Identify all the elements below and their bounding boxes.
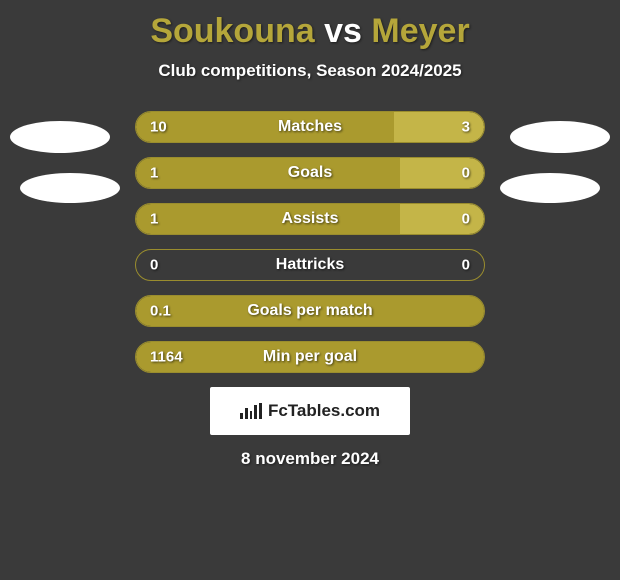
- player2-badge-icon: [510, 121, 610, 153]
- stat-row: Matches 10 3: [135, 111, 485, 143]
- comparison-chart: Matches103Goals10Assists10Hattricks00Goa…: [0, 111, 620, 373]
- stat-value-right: 3: [462, 119, 470, 136]
- stat-value-left: 0: [150, 257, 158, 274]
- stat-bar-left: [136, 158, 400, 188]
- player2-club-badge-icon: [500, 173, 600, 203]
- stat-label: Matches: [278, 118, 342, 136]
- stat-bar-right: [400, 158, 484, 188]
- stat-bar-left: [136, 112, 394, 142]
- stat-value-left: 1: [150, 211, 158, 228]
- stat-value-left: 1: [150, 165, 158, 182]
- stat-bar-left: [136, 204, 400, 234]
- stat-value-right: 0: [462, 165, 470, 182]
- branding-text: FcTables.com: [268, 401, 380, 421]
- stat-value-left: 0.1: [150, 303, 171, 320]
- subtitle: Club competitions, Season 2024/2025: [0, 61, 620, 81]
- stat-value-left: 10: [150, 119, 167, 136]
- stat-label: Goals: [288, 164, 332, 182]
- stat-row: Goals per match 0.1: [135, 295, 485, 327]
- bar-chart-icon: [240, 403, 262, 419]
- stat-value-left: 1164: [150, 349, 183, 366]
- date-text: 8 november 2024: [0, 449, 620, 469]
- stat-value-right: 0: [462, 211, 470, 228]
- stat-bar-right: [394, 112, 484, 142]
- stat-label: Goals per match: [247, 302, 372, 320]
- stat-rows: Matches103Goals10Assists10Hattricks00Goa…: [135, 111, 485, 373]
- stat-label: Assists: [282, 210, 339, 228]
- stat-label: Hattricks: [276, 256, 344, 274]
- stat-row: Hattricks 0 0: [135, 249, 485, 281]
- branding-badge: FcTables.com: [210, 387, 410, 435]
- player2-name: Meyer: [371, 12, 469, 50]
- player1-badge-icon: [10, 121, 110, 153]
- stat-label: Min per goal: [263, 348, 357, 366]
- player1-club-badge-icon: [20, 173, 120, 203]
- player1-name: Soukouna: [150, 12, 314, 50]
- page-title: Soukouna vs Meyer: [0, 0, 620, 51]
- stat-row: Assists 1 0: [135, 203, 485, 235]
- title-vs: vs: [324, 12, 362, 50]
- stat-row: Goals 1 0: [135, 157, 485, 189]
- stat-row: Min per goal 1164: [135, 341, 485, 373]
- stat-value-right: 0: [462, 257, 470, 274]
- stat-bar-right: [400, 204, 484, 234]
